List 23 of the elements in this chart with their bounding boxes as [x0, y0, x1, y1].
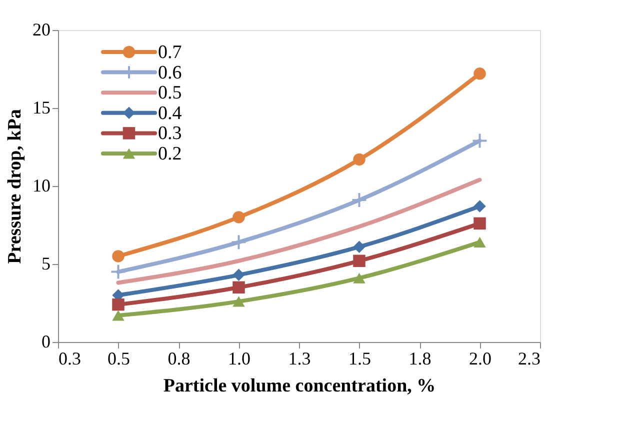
x-tick-label: 1.3 — [288, 348, 311, 368]
legend-label: 0.5 — [158, 82, 182, 104]
y-tick-label: 0 — [42, 332, 50, 352]
x-tick-label: 1.8 — [408, 348, 432, 368]
line-series — [116, 178, 482, 285]
y-tick-label: 15 — [32, 98, 50, 118]
y-tick-label: 20 — [32, 20, 50, 40]
legend-label: 0.6 — [158, 62, 182, 84]
y-axis-title: Pressure drop, kPa — [4, 108, 26, 264]
x-tick-label: 0.5 — [108, 348, 130, 368]
x-tick-label: 0.8 — [168, 348, 190, 368]
x-tick-label: 0.3 — [58, 348, 81, 368]
legend-label: 0.2 — [158, 144, 182, 164]
x-tick-label: 1.0 — [228, 348, 250, 368]
x-tick-label: 2.0 — [469, 348, 492, 368]
x-tick-label: 1.5 — [348, 348, 371, 368]
y-tick-label: 10 — [32, 176, 50, 196]
legend-label: 0.7 — [158, 42, 182, 63]
x-axis-title: Particle volume concentration, % — [163, 376, 436, 396]
x-tick-label: 2.3 — [518, 348, 540, 368]
legend-label: 0.3 — [158, 123, 182, 144]
legend-label: 0.4 — [158, 102, 182, 124]
y-tick-label: 5 — [42, 254, 50, 274]
